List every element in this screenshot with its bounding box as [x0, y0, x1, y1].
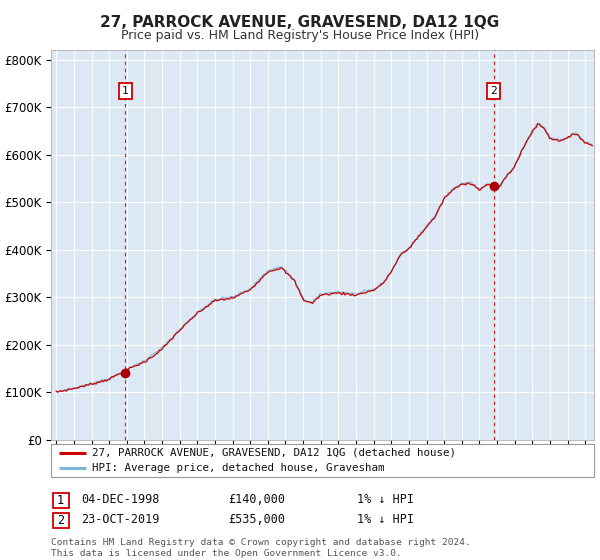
- Text: 1% ↓ HPI: 1% ↓ HPI: [357, 493, 414, 506]
- Text: £535,000: £535,000: [228, 513, 285, 526]
- Text: 2: 2: [490, 86, 497, 96]
- Text: 04-DEC-1998: 04-DEC-1998: [81, 493, 160, 506]
- Text: HPI: Average price, detached house, Gravesham: HPI: Average price, detached house, Grav…: [92, 463, 384, 473]
- Text: 27, PARROCK AVENUE, GRAVESEND, DA12 1QG (detached house): 27, PARROCK AVENUE, GRAVESEND, DA12 1QG …: [92, 448, 456, 458]
- Bar: [53, 493, 68, 508]
- Text: Contains HM Land Registry data © Crown copyright and database right 2024.
This d: Contains HM Land Registry data © Crown c…: [51, 538, 471, 558]
- Text: 1: 1: [122, 86, 129, 96]
- Text: Price paid vs. HM Land Registry's House Price Index (HPI): Price paid vs. HM Land Registry's House …: [121, 29, 479, 42]
- Text: 1: 1: [57, 494, 64, 507]
- Text: 1% ↓ HPI: 1% ↓ HPI: [357, 513, 414, 526]
- Text: 2: 2: [57, 514, 64, 527]
- Bar: [53, 513, 68, 528]
- Text: 27, PARROCK AVENUE, GRAVESEND, DA12 1QG: 27, PARROCK AVENUE, GRAVESEND, DA12 1QG: [100, 15, 500, 30]
- Text: 23-OCT-2019: 23-OCT-2019: [81, 513, 160, 526]
- Text: £140,000: £140,000: [228, 493, 285, 506]
